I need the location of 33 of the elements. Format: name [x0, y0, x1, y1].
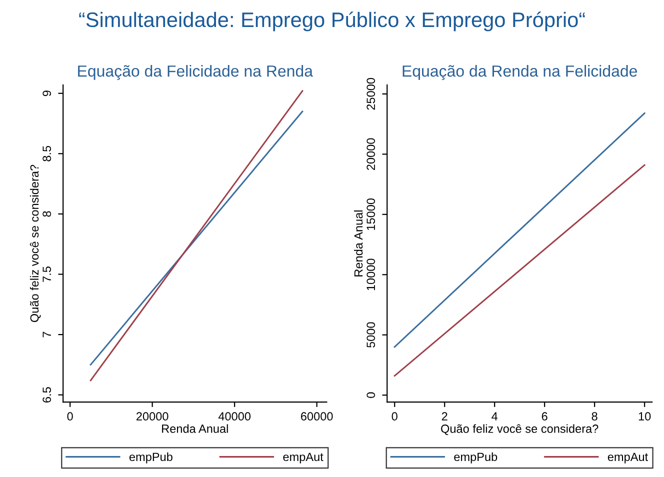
legend-label: empAut [608, 452, 648, 464]
y-tick-label: 0 [366, 392, 376, 398]
x-tick-label: 40000 [218, 412, 251, 421]
y-tick-label: 7.5 [42, 266, 52, 282]
text: “Simultaneidade: Emprego Público x Emprego Próprio“ [79, 12, 585, 32]
x-tick-label: 60000 [301, 412, 333, 421]
x-axis-title: Renda Anual [162, 424, 228, 433]
y-axis-title: Quão feliz você se considera? [30, 164, 41, 322]
legend-label: empAut [283, 452, 324, 464]
x-tick-label: 0 [392, 412, 398, 421]
y-tick-label: 10000 [366, 258, 376, 290]
y-tick-label: 8 [42, 211, 52, 217]
x-axis-title: Quão feliz você se considera? [441, 424, 598, 436]
y-tick-label: 20000 [366, 138, 376, 170]
y-tick-label: 15000 [366, 198, 376, 230]
legend-label: empPub [129, 452, 172, 464]
y-tick-label: 25000 [366, 78, 376, 110]
y-tick-label: 8.5 [42, 146, 52, 162]
x-tick-label: 6 [542, 412, 548, 421]
x-tick-label: 0 [67, 412, 73, 421]
chart-title: Equação da Renda na Felicidade [402, 65, 637, 80]
legend-label: empPub [454, 452, 498, 464]
x-tick-label: 4 [492, 412, 498, 420]
y-axis-title: Renda Anual [354, 210, 363, 276]
x-tick-label: 20000 [136, 412, 168, 421]
y-tick-label: 5000 [366, 322, 376, 348]
x-tick-label: 10 [638, 412, 651, 421]
y-tick-label: 7 [42, 332, 51, 338]
x-tick-label: 8 [592, 412, 598, 421]
y-tick-label: 6.5 [42, 387, 52, 402]
x-tick-label: 2 [442, 412, 448, 420]
chart-title: Equação da Felicidade na Renda [78, 65, 313, 80]
y-tick-label: 9 [42, 90, 52, 96]
